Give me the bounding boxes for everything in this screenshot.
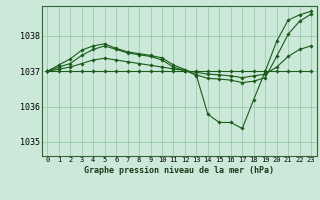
X-axis label: Graphe pression niveau de la mer (hPa): Graphe pression niveau de la mer (hPa): [84, 166, 274, 175]
